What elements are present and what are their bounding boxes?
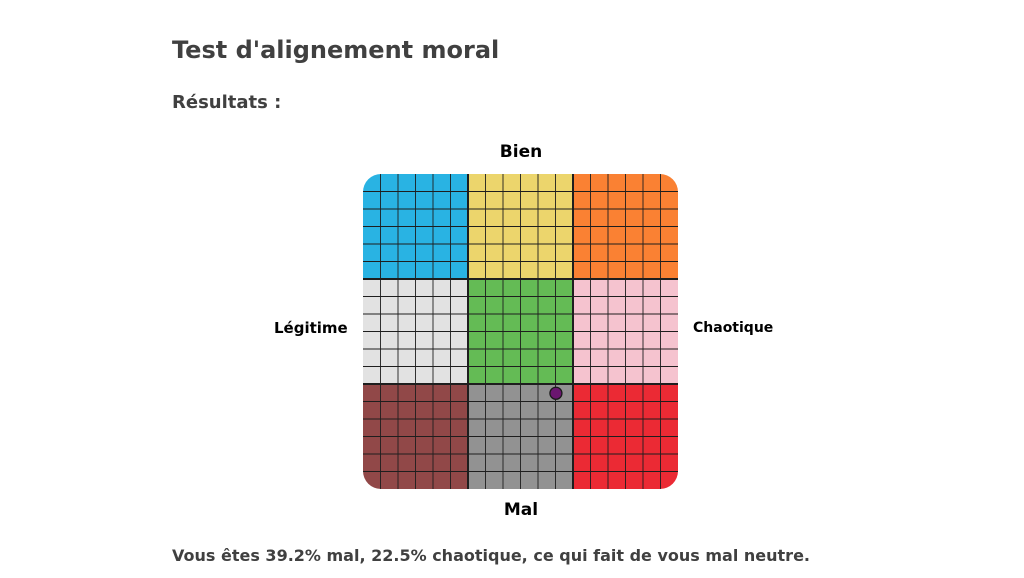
axis-label-evil: Mal xyxy=(503,500,539,520)
alignment-grid xyxy=(363,174,678,489)
alignment-chart xyxy=(363,174,678,489)
axis-label-good: Bien xyxy=(499,142,543,162)
axis-label-lawful: Légitime xyxy=(274,319,348,337)
axis-label-chaotic: Chaotique xyxy=(693,320,774,336)
result-summary: Vous êtes 39.2% mal, 22.5% chaotique, ce… xyxy=(172,546,810,565)
page-title: Test d'alignement moral xyxy=(172,36,500,64)
results-heading: Résultats : xyxy=(172,92,282,113)
alignment-marker xyxy=(549,386,563,400)
